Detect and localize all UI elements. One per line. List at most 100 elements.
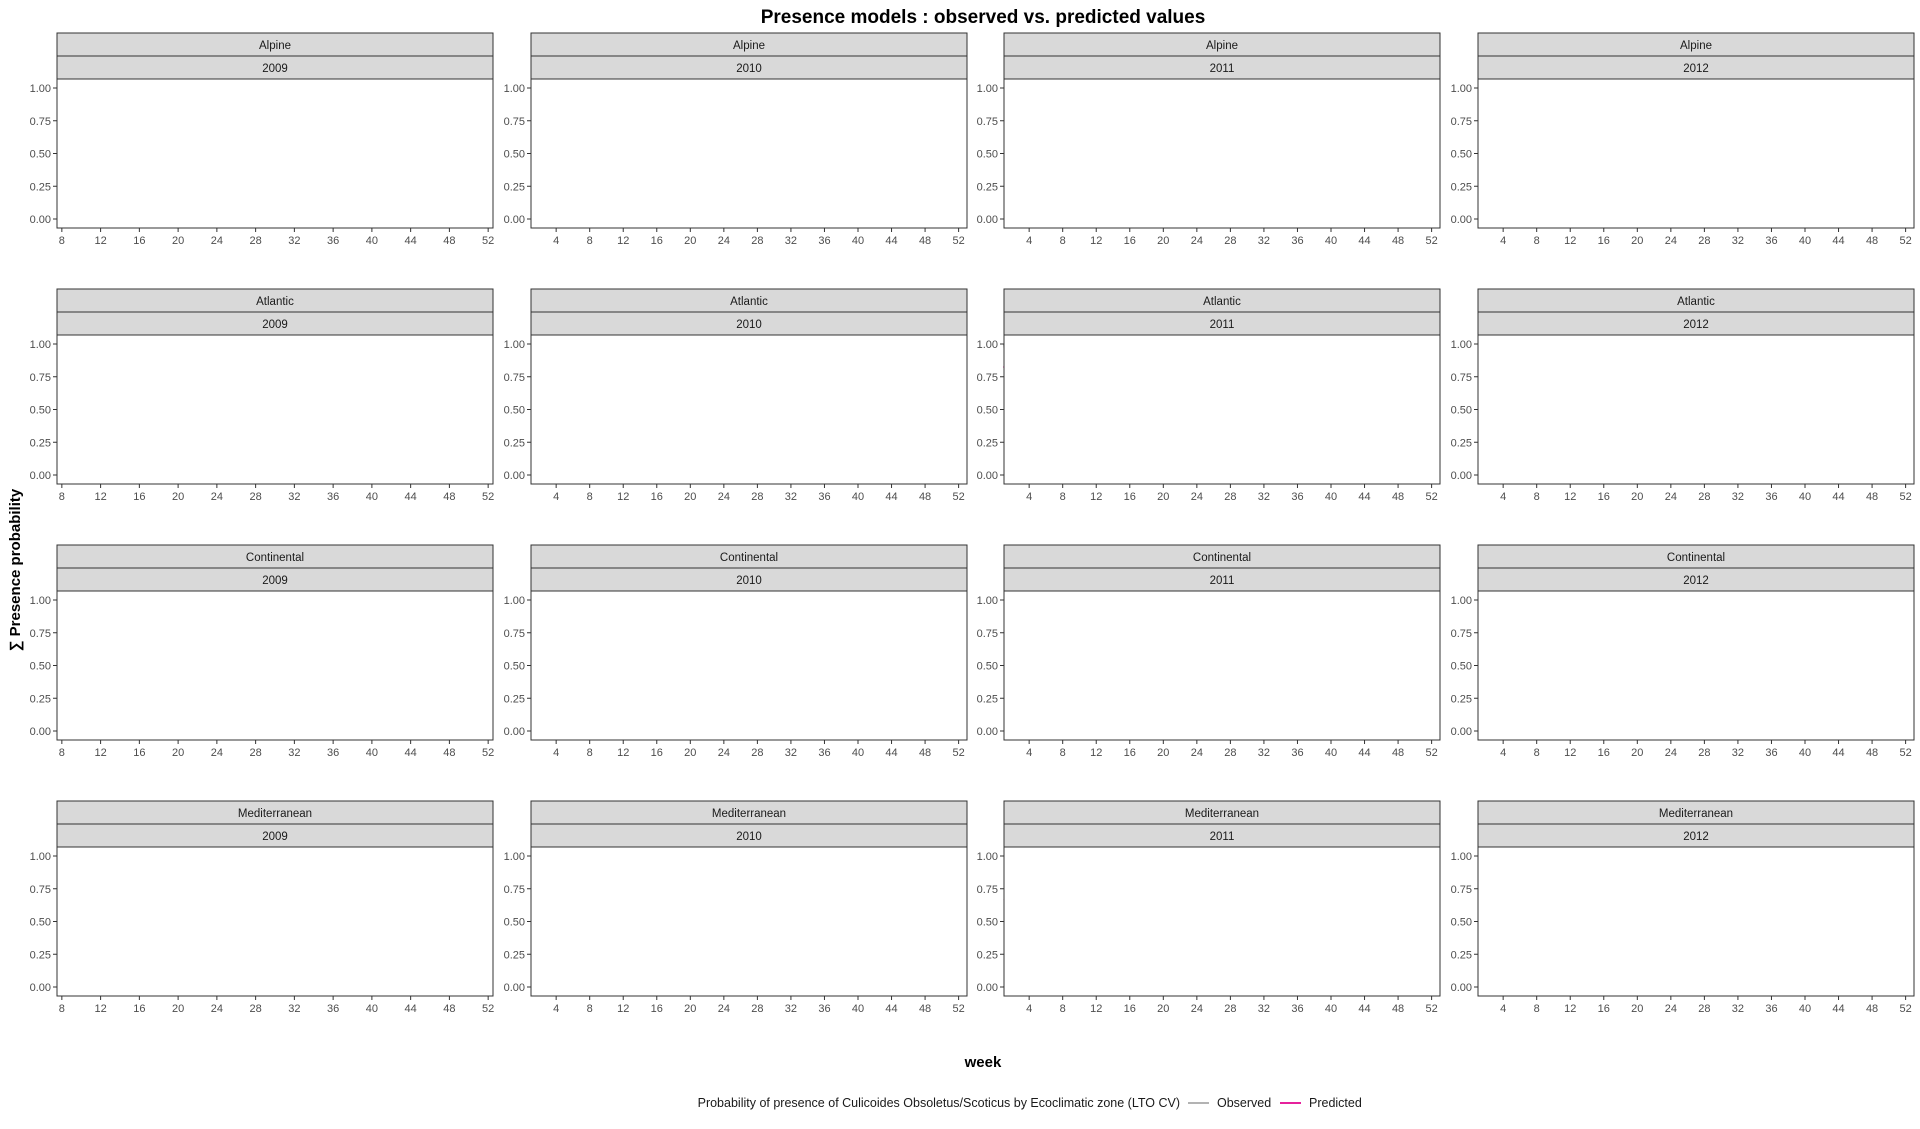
y-tick-label: 0.25 <box>30 437 51 449</box>
x-tick-label: 24 <box>718 235 730 247</box>
x-tick-label: 16 <box>1598 491 1610 503</box>
y-tick-label: 0.25 <box>977 437 998 449</box>
y-tick-label: 0.75 <box>1451 628 1472 640</box>
x-tick-label: 20 <box>684 747 696 759</box>
y-tick-label: 0.25 <box>977 693 998 705</box>
x-tick-label: 32 <box>785 747 797 759</box>
x-tick-label: 16 <box>651 491 663 503</box>
panel-border <box>1003 590 1441 741</box>
facet-panel-alpine-2009: Alpine 2009 0.00 0.25 0.50 0.75 1.00 8 12 16 20 24 2… <box>30 32 494 247</box>
x-tick-label: 20 <box>1157 1003 1169 1015</box>
x-tick-label: 40 <box>1325 491 1337 503</box>
strip-year-label: 2011 <box>1210 831 1235 843</box>
x-tick-label: 32 <box>1732 235 1744 247</box>
x-tick-label: 20 <box>172 235 184 247</box>
x-tick-label: 52 <box>952 491 964 503</box>
panel-border <box>1477 78 1915 229</box>
x-tick-label: 12 <box>617 747 629 759</box>
x-tick-label: 48 <box>443 491 455 503</box>
x-tick-label: 36 <box>327 1003 339 1015</box>
x-tick-label: 36 <box>327 235 339 247</box>
legend-title: Probability of presence of Culicoides Ob… <box>698 1096 1180 1110</box>
y-tick-label: 0.75 <box>977 116 998 128</box>
x-tick-label: 28 <box>1698 747 1710 759</box>
x-tick-label: 8 <box>587 747 593 759</box>
x-tick-label: 48 <box>1392 491 1404 503</box>
x-tick-label: 40 <box>1799 491 1811 503</box>
y-tick-label: 0.25 <box>504 437 525 449</box>
x-tick-label: 8 <box>1060 491 1066 503</box>
y-tick-label: 0.25 <box>30 693 51 705</box>
y-tick-label: 0.50 <box>1451 149 1472 161</box>
x-tick-label: 8 <box>1534 1003 1540 1015</box>
x-tick-label: 4 <box>1026 1003 1032 1015</box>
y-tick-label: 0.25 <box>504 693 525 705</box>
x-tick-label: 16 <box>133 747 145 759</box>
x-tick-label: 24 <box>211 747 223 759</box>
x-tick-label: 52 <box>1425 235 1437 247</box>
y-tick-label: 0.00 <box>30 470 51 482</box>
x-tick-label: 48 <box>919 747 931 759</box>
x-tick-label: 16 <box>651 747 663 759</box>
y-tick-label: 0.75 <box>504 884 525 896</box>
x-tick-label: 48 <box>1866 491 1878 503</box>
strip-year-label: 2012 <box>1683 575 1709 587</box>
x-tick-label: 40 <box>1325 235 1337 247</box>
x-tick-label: 44 <box>1358 1003 1370 1015</box>
y-tick-label: 0.00 <box>504 726 525 738</box>
x-tick-label: 24 <box>1191 747 1203 759</box>
x-tick-label: 52 <box>1425 747 1437 759</box>
x-tick-label: 24 <box>211 491 223 503</box>
x-tick-label: 32 <box>1258 491 1270 503</box>
y-tick-label: 0.00 <box>504 214 525 226</box>
y-tick-label: 1.00 <box>30 595 51 607</box>
x-tick-label: 44 <box>405 1003 417 1015</box>
x-tick-label: 8 <box>59 491 65 503</box>
x-tick-label: 40 <box>1799 235 1811 247</box>
x-tick-label: 24 <box>718 491 730 503</box>
x-tick-label: 44 <box>405 235 417 247</box>
strip-year-label: 2010 <box>736 319 762 331</box>
x-tick-label: 28 <box>1224 491 1236 503</box>
y-tick-label: 0.50 <box>30 405 51 417</box>
x-tick-label: 36 <box>1291 747 1303 759</box>
x-tick-label: 20 <box>172 491 184 503</box>
x-tick-label: 52 <box>952 1003 964 1015</box>
x-tick-label: 12 <box>1564 235 1576 247</box>
x-tick-label: 24 <box>211 235 223 247</box>
facet-panel-mediterranean-2009: Mediterranean 2009 0.00 0.25 0.50 0.75 1.00 8 12… <box>30 800 494 1015</box>
x-tick-label: 36 <box>1291 491 1303 503</box>
strip-zone-label: Continental <box>246 552 304 564</box>
y-tick-label: 0.75 <box>30 628 51 640</box>
strip-zone-label: Continental <box>1193 552 1251 564</box>
y-tick-label: 0.75 <box>504 628 525 640</box>
panel-border <box>1477 846 1915 997</box>
y-tick-label: 0.75 <box>1451 884 1472 896</box>
x-tick-label: 48 <box>1392 1003 1404 1015</box>
x-tick-label: 36 <box>818 491 830 503</box>
y-tick-label: 0.50 <box>1451 405 1472 417</box>
y-tick-label: 0.00 <box>30 214 51 226</box>
x-tick-label: 40 <box>852 491 864 503</box>
y-tick-label: 0.50 <box>30 661 51 673</box>
x-tick-label: 12 <box>617 1003 629 1015</box>
strip-year-label: 2010 <box>736 831 762 843</box>
x-tick-label: 44 <box>1832 747 1844 759</box>
x-tick-label: 40 <box>1325 1003 1337 1015</box>
y-tick-label: 0.50 <box>1451 917 1472 929</box>
x-tick-label: 20 <box>172 747 184 759</box>
strip-zone-label: Atlantic <box>1203 296 1241 308</box>
strip-year-label: 2012 <box>1683 319 1709 331</box>
strip-year-label: 2009 <box>262 63 288 75</box>
x-tick-label: 44 <box>1358 235 1370 247</box>
x-tick-label: 44 <box>885 491 897 503</box>
y-tick-label: 0.25 <box>1451 181 1472 193</box>
y-tick-label: 0.25 <box>977 181 998 193</box>
y-tick-label: 1.00 <box>30 83 51 95</box>
y-tick-label: 0.00 <box>1451 214 1472 226</box>
x-tick-label: 24 <box>1665 235 1677 247</box>
